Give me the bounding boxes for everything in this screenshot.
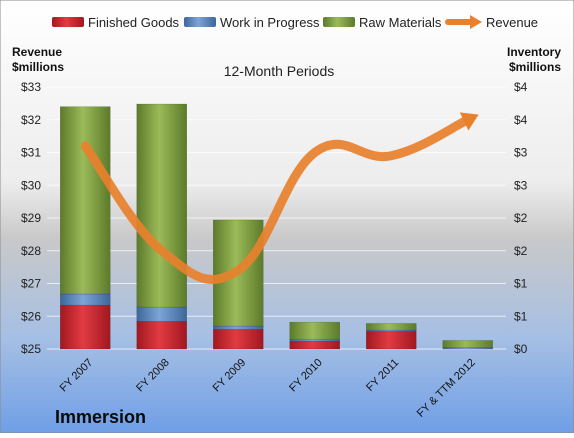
right-tick-label: $2 bbox=[514, 211, 528, 225]
bar-raw-materials bbox=[366, 323, 416, 330]
legend-swatch-finished-goods bbox=[52, 17, 84, 27]
company-name: Immersion bbox=[55, 407, 146, 427]
right-tick-label: $0 bbox=[514, 342, 528, 356]
left-axis-label-line2: $millions bbox=[12, 60, 64, 74]
legend-label-raw-materials: Raw Materials bbox=[359, 15, 442, 30]
bar-work-in-progress bbox=[137, 307, 187, 321]
bar-finished-goods bbox=[366, 331, 416, 349]
right-axis-label-line2: $millions bbox=[509, 60, 561, 74]
bar-raw-materials bbox=[60, 107, 110, 294]
left-tick-label: $32 bbox=[21, 113, 41, 127]
left-tick-label: $31 bbox=[21, 146, 41, 160]
bar-finished-goods bbox=[137, 321, 187, 349]
right-tick-label: $3 bbox=[514, 178, 528, 192]
bar-raw-materials bbox=[290, 322, 340, 339]
right-tick-label: $3 bbox=[514, 146, 528, 160]
left-tick-label: $25 bbox=[21, 342, 41, 356]
bar-work-in-progress bbox=[60, 294, 110, 305]
legend-label-finished-goods: Finished Goods bbox=[88, 15, 180, 30]
bar-finished-goods bbox=[213, 329, 263, 349]
left-tick-label: $28 bbox=[21, 244, 41, 258]
left-axis-label-line1: Revenue bbox=[12, 45, 62, 59]
right-tick-label: $2 bbox=[514, 244, 528, 258]
legend-label-revenue: Revenue bbox=[486, 15, 538, 30]
right-tick-label: $1 bbox=[514, 277, 528, 291]
bar-finished-goods bbox=[290, 341, 340, 349]
bar-raw-materials bbox=[137, 104, 187, 307]
legend-swatch-raw-materials bbox=[323, 17, 355, 27]
chart-title: 12-Month Periods bbox=[224, 63, 335, 79]
right-axis-ticks: $0 $1 $1 $2 $2 $3 $3 $4 $4 bbox=[514, 80, 528, 356]
bar-raw-materials bbox=[443, 340, 493, 347]
left-tick-label: $29 bbox=[21, 211, 41, 225]
right-tick-label: $4 bbox=[514, 113, 528, 127]
left-tick-label: $27 bbox=[21, 277, 41, 291]
left-tick-label: $33 bbox=[21, 80, 41, 94]
bar-work-in-progress bbox=[213, 326, 263, 329]
right-axis-label-line1: Inventory bbox=[507, 45, 561, 59]
right-tick-label: $4 bbox=[514, 80, 528, 94]
legend-label-work-in-progress: Work in Progress bbox=[220, 15, 320, 30]
right-tick-label: $1 bbox=[514, 309, 528, 323]
left-tick-label: $30 bbox=[21, 178, 41, 192]
left-tick-label: $26 bbox=[21, 309, 41, 323]
bar-finished-goods bbox=[60, 305, 110, 349]
left-axis-ticks: $25 $26 $27 $28 $29 $30 $31 $32 $33 bbox=[21, 80, 41, 356]
legend-swatch-work-in-progress bbox=[184, 17, 216, 27]
bar-work-in-progress bbox=[290, 339, 340, 341]
